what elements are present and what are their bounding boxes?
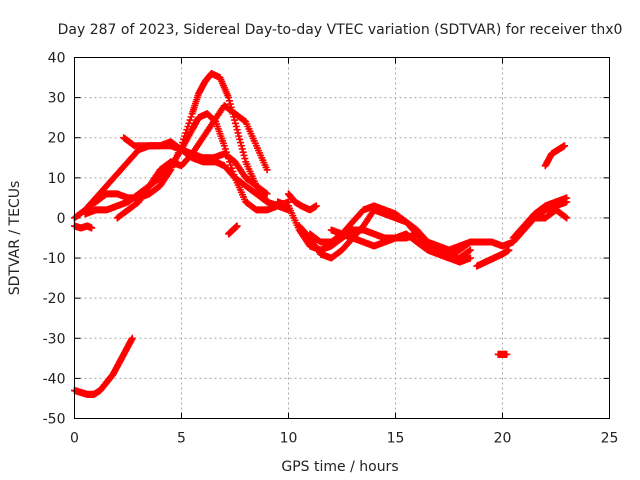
- data-point-marker: [233, 126, 241, 134]
- series-track-4: [113, 102, 271, 222]
- y-tick-label: 20: [48, 131, 66, 147]
- data-point-marker: [232, 122, 240, 130]
- data-point-marker: [263, 190, 271, 198]
- x-axis-label: GPS time / hours: [281, 459, 398, 475]
- data-point-marker: [466, 238, 474, 246]
- chart-title: Day 287 of 2023, Sidereal Day-to-day VTE…: [58, 22, 623, 38]
- y-tick-label: -30: [43, 331, 66, 347]
- x-tick-label: 15: [387, 431, 405, 447]
- data-point-marker: [225, 94, 233, 102]
- series-track-5: [120, 134, 271, 198]
- data-point-marker: [231, 116, 239, 124]
- data-point-marker: [562, 213, 570, 221]
- data-points: [71, 70, 571, 398]
- y-tick-label: -10: [43, 251, 66, 267]
- data-point-marker: [128, 334, 136, 342]
- data-point-marker: [185, 119, 193, 127]
- data-point-marker: [239, 148, 247, 156]
- series-track-15: [494, 350, 511, 358]
- series-track-19: [541, 142, 569, 170]
- data-point-marker: [465, 247, 473, 255]
- data-point-marker: [225, 97, 233, 105]
- y-tick-label: -40: [43, 371, 66, 387]
- y-tick-label: -50: [43, 412, 66, 428]
- data-point-marker: [563, 214, 571, 222]
- y-tick-label: -20: [43, 291, 66, 307]
- data-point-marker: [235, 132, 243, 140]
- data-point-marker: [241, 155, 249, 163]
- data-point-marker: [263, 166, 271, 174]
- series-track-6: [71, 334, 136, 398]
- data-point-marker: [240, 151, 248, 159]
- data-point-marker: [466, 254, 474, 262]
- data-point-marker: [228, 164, 236, 172]
- x-tick-label: 10: [280, 431, 298, 447]
- series-track-10: [295, 206, 474, 262]
- data-point-marker: [563, 194, 571, 202]
- data-point-marker: [561, 142, 569, 150]
- data-point-marker: [187, 113, 195, 121]
- y-axis-label: SDTVAR / TECUs: [7, 181, 23, 296]
- data-point-marker: [262, 189, 270, 197]
- data-point-marker: [236, 135, 244, 143]
- data-point-marker: [505, 246, 513, 254]
- x-tick-label: 0: [70, 431, 79, 447]
- data-point-marker: [230, 171, 238, 179]
- x-tick-label: 25: [601, 431, 619, 447]
- data-point-marker: [231, 119, 239, 127]
- grid-lines: [74, 57, 610, 419]
- data-point-marker: [233, 222, 241, 230]
- x-tick-label: 5: [177, 431, 186, 447]
- series-track-8: [225, 222, 241, 238]
- series-track-16: [499, 198, 571, 250]
- y-tick-label: 0: [57, 211, 66, 227]
- data-point-marker: [88, 224, 96, 232]
- data-point-marker: [503, 350, 511, 358]
- data-point-marker: [466, 246, 474, 254]
- y-tick-label: 10: [48, 171, 66, 187]
- data-point-marker: [238, 145, 246, 153]
- data-point-marker: [465, 239, 473, 247]
- series-track-18: [531, 206, 571, 222]
- data-point-marker: [263, 198, 271, 206]
- data-point-marker: [229, 167, 237, 175]
- data-point-marker: [220, 142, 228, 150]
- data-point-marker: [186, 116, 194, 124]
- x-tick-label: 20: [494, 431, 512, 447]
- y-tick-label: 30: [48, 91, 66, 107]
- series-track-14: [473, 246, 513, 270]
- data-point-marker: [312, 202, 320, 210]
- series-track-13: [285, 190, 320, 214]
- data-point-marker: [184, 122, 192, 130]
- data-point-marker: [237, 139, 245, 147]
- series-track-7: [71, 222, 96, 232]
- data-point-marker: [237, 142, 245, 150]
- y-tick-label: 40: [48, 51, 66, 67]
- data-point-marker: [234, 129, 242, 137]
- data-point-marker: [227, 161, 235, 169]
- plot-frame: [74, 57, 610, 419]
- series-track-12: [327, 226, 474, 266]
